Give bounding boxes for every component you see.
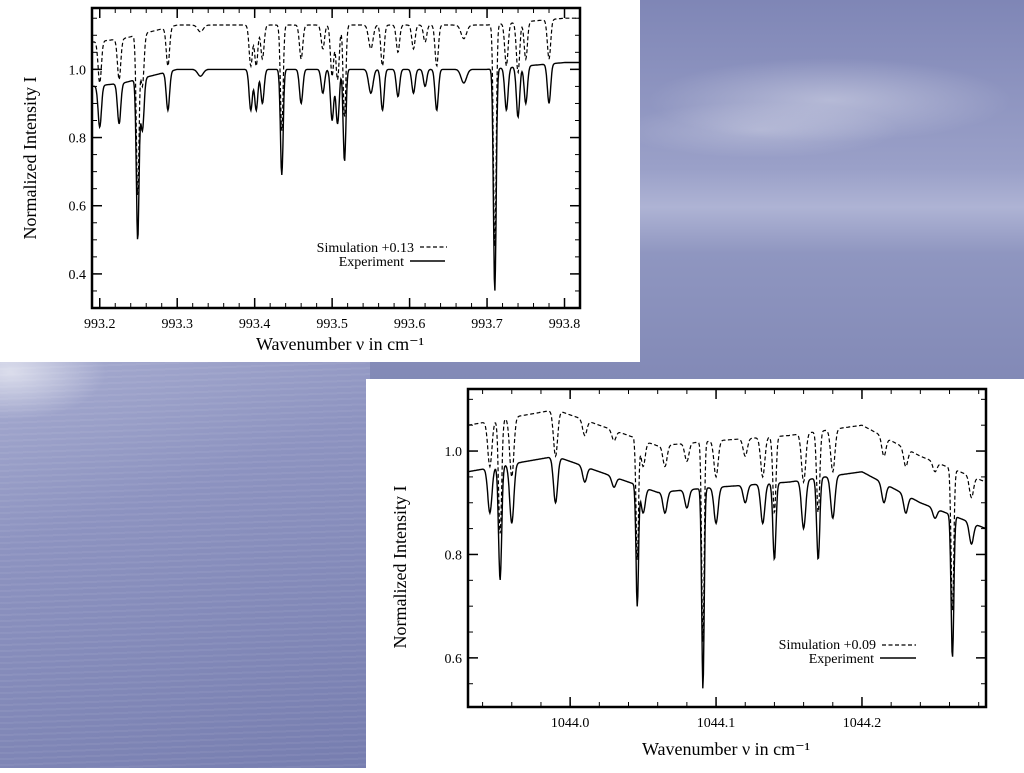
plot-frame [90, 6, 582, 310]
chart-panel-1: 993.2 993.3 993.4 993.5 993.6 993.7 993.8 0.4 0… [0, 0, 640, 362]
spectrum-chart-993: 993.2 993.3 993.4 993.5 993.6 993.7 993.8 0.40… [20, 6, 582, 354]
axis-ticks [468, 389, 986, 707]
y-tick-label: 0.8 [445, 548, 463, 563]
plot-frame [466, 387, 988, 709]
x-tick-label: 993.4 [239, 317, 271, 332]
legend-label-experiment: Experiment [339, 255, 404, 270]
x-tick-label: 993.7 [471, 317, 503, 332]
y-tick-label: 0.8 [69, 132, 87, 147]
x-tick-label: 1044.0 [551, 716, 590, 731]
x-axis-label: Wavenumber ν in cm⁻¹ [256, 334, 424, 354]
y-tick-labels: 0.6 0.8 1.0 [445, 445, 463, 667]
x-tick-label: 993.8 [549, 317, 581, 332]
y-tick-label: 1.0 [69, 63, 87, 78]
x-tick-label: 993.5 [316, 317, 348, 332]
spectrum-chart-1044: 1044.0 1044.1 1044.2 0.6 0.8 1.0 Simulation … [390, 387, 988, 759]
x-tick-label: 993.6 [394, 317, 426, 332]
simulation-line [467, 410, 987, 642]
legend: Simulation +0.09 Experiment [779, 638, 916, 667]
y-tick-label: 0.6 [69, 200, 87, 215]
x-tick-label: 993.3 [161, 317, 193, 332]
experiment-line [467, 456, 987, 689]
water-background [0, 362, 370, 768]
x-tick-label: 993.2 [84, 317, 116, 332]
axis-ticks [92, 8, 581, 308]
experiment-line [92, 61, 580, 291]
x-axis-label: Wavenumber ν in cm⁻¹ [642, 739, 810, 759]
x-tick-label: 1044.2 [843, 716, 882, 731]
y-tick-labels: 0.4 0.6 0.8 1.0 [69, 63, 87, 283]
y-axis-label: Normalized Intensity I [390, 486, 410, 649]
y-tick-label: 1.0 [445, 445, 463, 460]
x-tick-label: 1044.1 [697, 716, 736, 731]
legend: Simulation +0.13 Experiment [317, 241, 447, 270]
simulation-line [91, 17, 580, 247]
legend-label-simulation: Simulation +0.13 [317, 241, 414, 256]
y-tick-label: 0.4 [69, 268, 87, 283]
chart-panel-2: 1044.0 1044.1 1044.2 0.6 0.8 1.0 Simulation … [366, 379, 1024, 768]
y-axis-label: Normalized Intensity I [20, 77, 40, 240]
legend-label-experiment: Experiment [809, 652, 874, 667]
y-tick-label: 0.6 [445, 652, 463, 667]
legend-label-simulation: Simulation +0.09 [779, 638, 876, 653]
x-tick-labels: 1044.0 1044.1 1044.2 [551, 716, 881, 731]
x-tick-labels: 993.2 993.3 993.4 993.5 993.6 993.7 993.8 [84, 317, 580, 332]
